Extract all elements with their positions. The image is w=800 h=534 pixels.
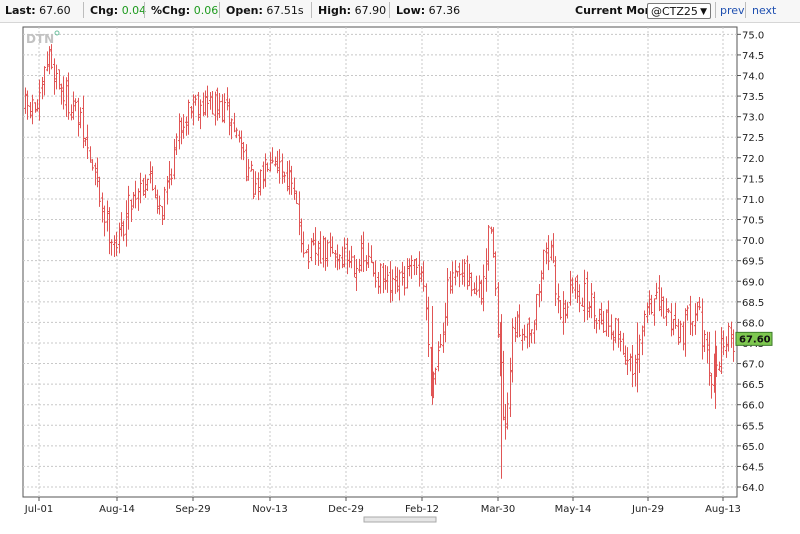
divider	[219, 2, 220, 18]
open-value: 67.51s	[266, 4, 304, 17]
open-field: Open: 67.51s	[226, 4, 304, 17]
last-label: Last:	[5, 4, 36, 17]
y-tick-label: 64.5	[742, 462, 764, 473]
high-field: High: 67.90	[318, 4, 386, 17]
y-tick-label: 69.5	[742, 257, 764, 268]
y-tick-label: 75.0	[742, 30, 764, 41]
x-tick-label: Mar-30	[481, 504, 516, 515]
last-price-tag-value: 67.60	[739, 334, 771, 345]
y-tick-label: 64.0	[742, 483, 764, 494]
contract-month-value: @CTZ25	[651, 5, 698, 18]
x-tick-label: Jun-29	[631, 504, 664, 515]
last-price-tag: 67.60	[735, 331, 773, 346]
y-tick-label: 69.0	[742, 277, 764, 288]
change-field: Chg: 0.04	[90, 4, 146, 17]
y-tick-label: 70.0	[742, 236, 764, 247]
divider	[715, 2, 716, 18]
low-field: Low: 67.36	[396, 4, 460, 17]
y-tick-label: 67.0	[742, 360, 764, 371]
y-tick-label: 70.5	[742, 216, 764, 227]
y-tick-label: 73.5	[742, 92, 764, 103]
last-field: Last: 67.60	[5, 4, 71, 17]
low-value: 67.36	[428, 4, 461, 17]
y-tick-label: 71.0	[742, 195, 764, 206]
y-tick-label: 74.0	[742, 72, 764, 83]
high-label: High:	[318, 4, 352, 17]
plot-area	[22, 26, 738, 498]
y-tick-label: 71.5	[742, 174, 764, 185]
last-price-tag-bg	[735, 331, 773, 346]
y-tick-label: 65.0	[742, 442, 764, 453]
y-tick-label: 66.5	[742, 380, 764, 391]
pct-change-label: %Chg:	[151, 4, 191, 17]
y-tick-label: 72.0	[742, 154, 764, 165]
x-tick-label: May-14	[555, 504, 592, 515]
chevron-down-icon: ▼	[700, 7, 707, 17]
change-label: Chg:	[90, 4, 119, 17]
change-value: 0.04	[121, 4, 147, 17]
x-tick-label: Feb-12	[405, 504, 439, 515]
divider	[311, 2, 312, 18]
x-tick-label: Aug-13	[705, 504, 741, 515]
dtn-watermark: DTN	[26, 32, 54, 46]
prev-link[interactable]: prev	[720, 4, 745, 17]
divider	[389, 2, 390, 18]
divider	[144, 2, 145, 18]
open-label: Open:	[226, 4, 263, 17]
last-value: 67.60	[39, 4, 71, 17]
quote-toolbar: Last: 67.60 Chg: 0.04 %Chg: 0.06 Open: 6…	[0, 0, 800, 23]
scroll-handle[interactable]	[363, 516, 437, 523]
y-tick-label: 68.0	[742, 318, 764, 329]
y-tick-label: 68.5	[742, 298, 764, 309]
low-label: Low:	[396, 4, 426, 17]
x-tick-label: Dec-29	[328, 504, 364, 515]
price-chart[interactable]: 64.064.565.065.566.066.567.067.568.068.5…	[0, 22, 800, 530]
y-tick-label: 73.0	[742, 113, 764, 124]
x-tick-label: Sep-29	[175, 504, 210, 515]
y-tick-label: 72.5	[742, 133, 764, 144]
pct-change-field: %Chg: 0.06	[151, 4, 218, 17]
divider	[83, 2, 84, 18]
ohlc-bars	[24, 44, 735, 479]
next-link[interactable]: next	[752, 4, 777, 17]
high-value: 67.90	[354, 4, 387, 17]
x-tick-label: Nov-13	[252, 504, 288, 515]
y-tick-label: 74.5	[742, 51, 764, 62]
pct-change-value: 0.06	[193, 4, 219, 17]
current-month-label: Current Month:	[575, 4, 670, 17]
x-axis: Jul-01 Aug-14 Sep-29 Nov-13 Dec-29 Feb-12 Mar-…	[24, 497, 741, 515]
x-tick-label: Aug-14	[99, 504, 135, 515]
chart-svg: 64.064.565.065.566.066.567.067.568.068.5…	[22, 26, 773, 523]
y-axis: 64.064.565.065.566.066.567.067.568.068.5…	[737, 30, 764, 494]
x-tick-label: Jul-01	[24, 504, 53, 515]
contract-month-select[interactable]: @CTZ25 ▼	[647, 3, 711, 19]
y-tick-label: 66.0	[742, 401, 764, 412]
watermark-mark	[54, 30, 60, 36]
y-tick-label: 65.5	[742, 421, 764, 432]
divider	[745, 2, 746, 18]
